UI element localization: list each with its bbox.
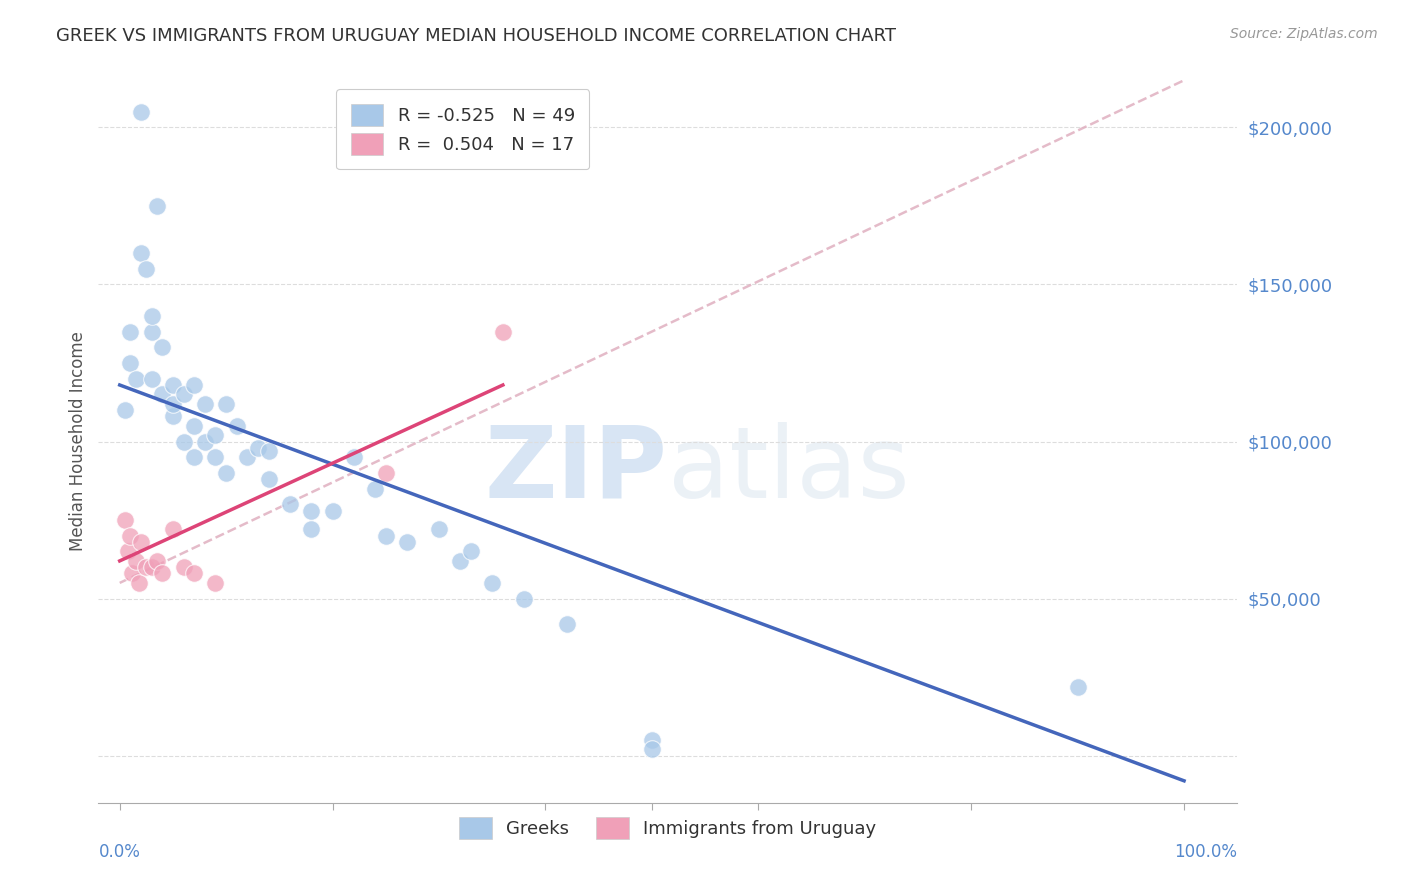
Point [183,566,205,581]
Text: 0.0%: 0.0% [98,843,141,861]
Point [257,472,280,486]
Point [481,575,503,590]
Point [162,523,184,537]
Point [460,544,482,558]
Point [120,529,142,543]
Point [150,566,173,581]
Point [204,428,226,442]
Point [173,387,195,401]
Point [121,566,143,581]
Point [129,535,152,549]
Point [641,742,664,756]
Point [117,544,139,558]
Text: Source: ZipAtlas.com: Source: ZipAtlas.com [1230,27,1378,41]
Point [135,261,157,276]
Point [374,529,396,543]
Point [322,503,344,517]
Point [141,560,163,574]
Point [183,450,205,465]
Point [299,503,322,517]
Point [114,403,136,417]
Y-axis label: Median Household Income: Median Household Income [69,332,87,551]
Text: ZIP: ZIP [485,422,668,519]
Point [364,482,387,496]
Point [215,397,238,411]
Point [162,378,184,392]
Legend: Greeks, Immigrants from Uruguay: Greeks, Immigrants from Uruguay [447,805,889,852]
Point [204,575,226,590]
Point [114,513,136,527]
Point [555,616,578,631]
Point [278,497,301,511]
Point [129,246,152,260]
Point [146,554,169,568]
Point [257,444,280,458]
Text: atlas: atlas [668,422,910,519]
Point [449,554,471,568]
Point [141,372,163,386]
Point [124,554,146,568]
Point [141,325,163,339]
Text: GREEK VS IMMIGRANTS FROM URUGUAY MEDIAN HOUSEHOLD INCOME CORRELATION CHART: GREEK VS IMMIGRANTS FROM URUGUAY MEDIAN … [56,27,896,45]
Point [194,434,217,449]
Point [225,418,247,433]
Point [374,466,396,480]
Point [173,434,195,449]
Point [173,560,195,574]
Point [146,199,169,213]
Point [141,309,163,323]
Point [299,523,322,537]
Point [194,397,217,411]
Point [162,409,184,424]
Point [492,325,515,339]
Point [135,560,157,574]
Point [236,450,259,465]
Point [396,535,419,549]
Point [513,591,536,606]
Point [150,387,173,401]
Point [427,523,450,537]
Point [247,441,270,455]
Point [641,733,664,747]
Point [162,397,184,411]
Point [129,104,152,119]
Point [124,372,146,386]
Text: 100.0%: 100.0% [1174,843,1237,861]
Point [128,575,150,590]
Point [1066,680,1088,694]
Point [120,356,142,370]
Point [183,378,205,392]
Point [215,466,238,480]
Point [343,450,366,465]
Point [150,340,173,354]
Point [183,418,205,433]
Point [204,450,226,465]
Point [120,325,142,339]
